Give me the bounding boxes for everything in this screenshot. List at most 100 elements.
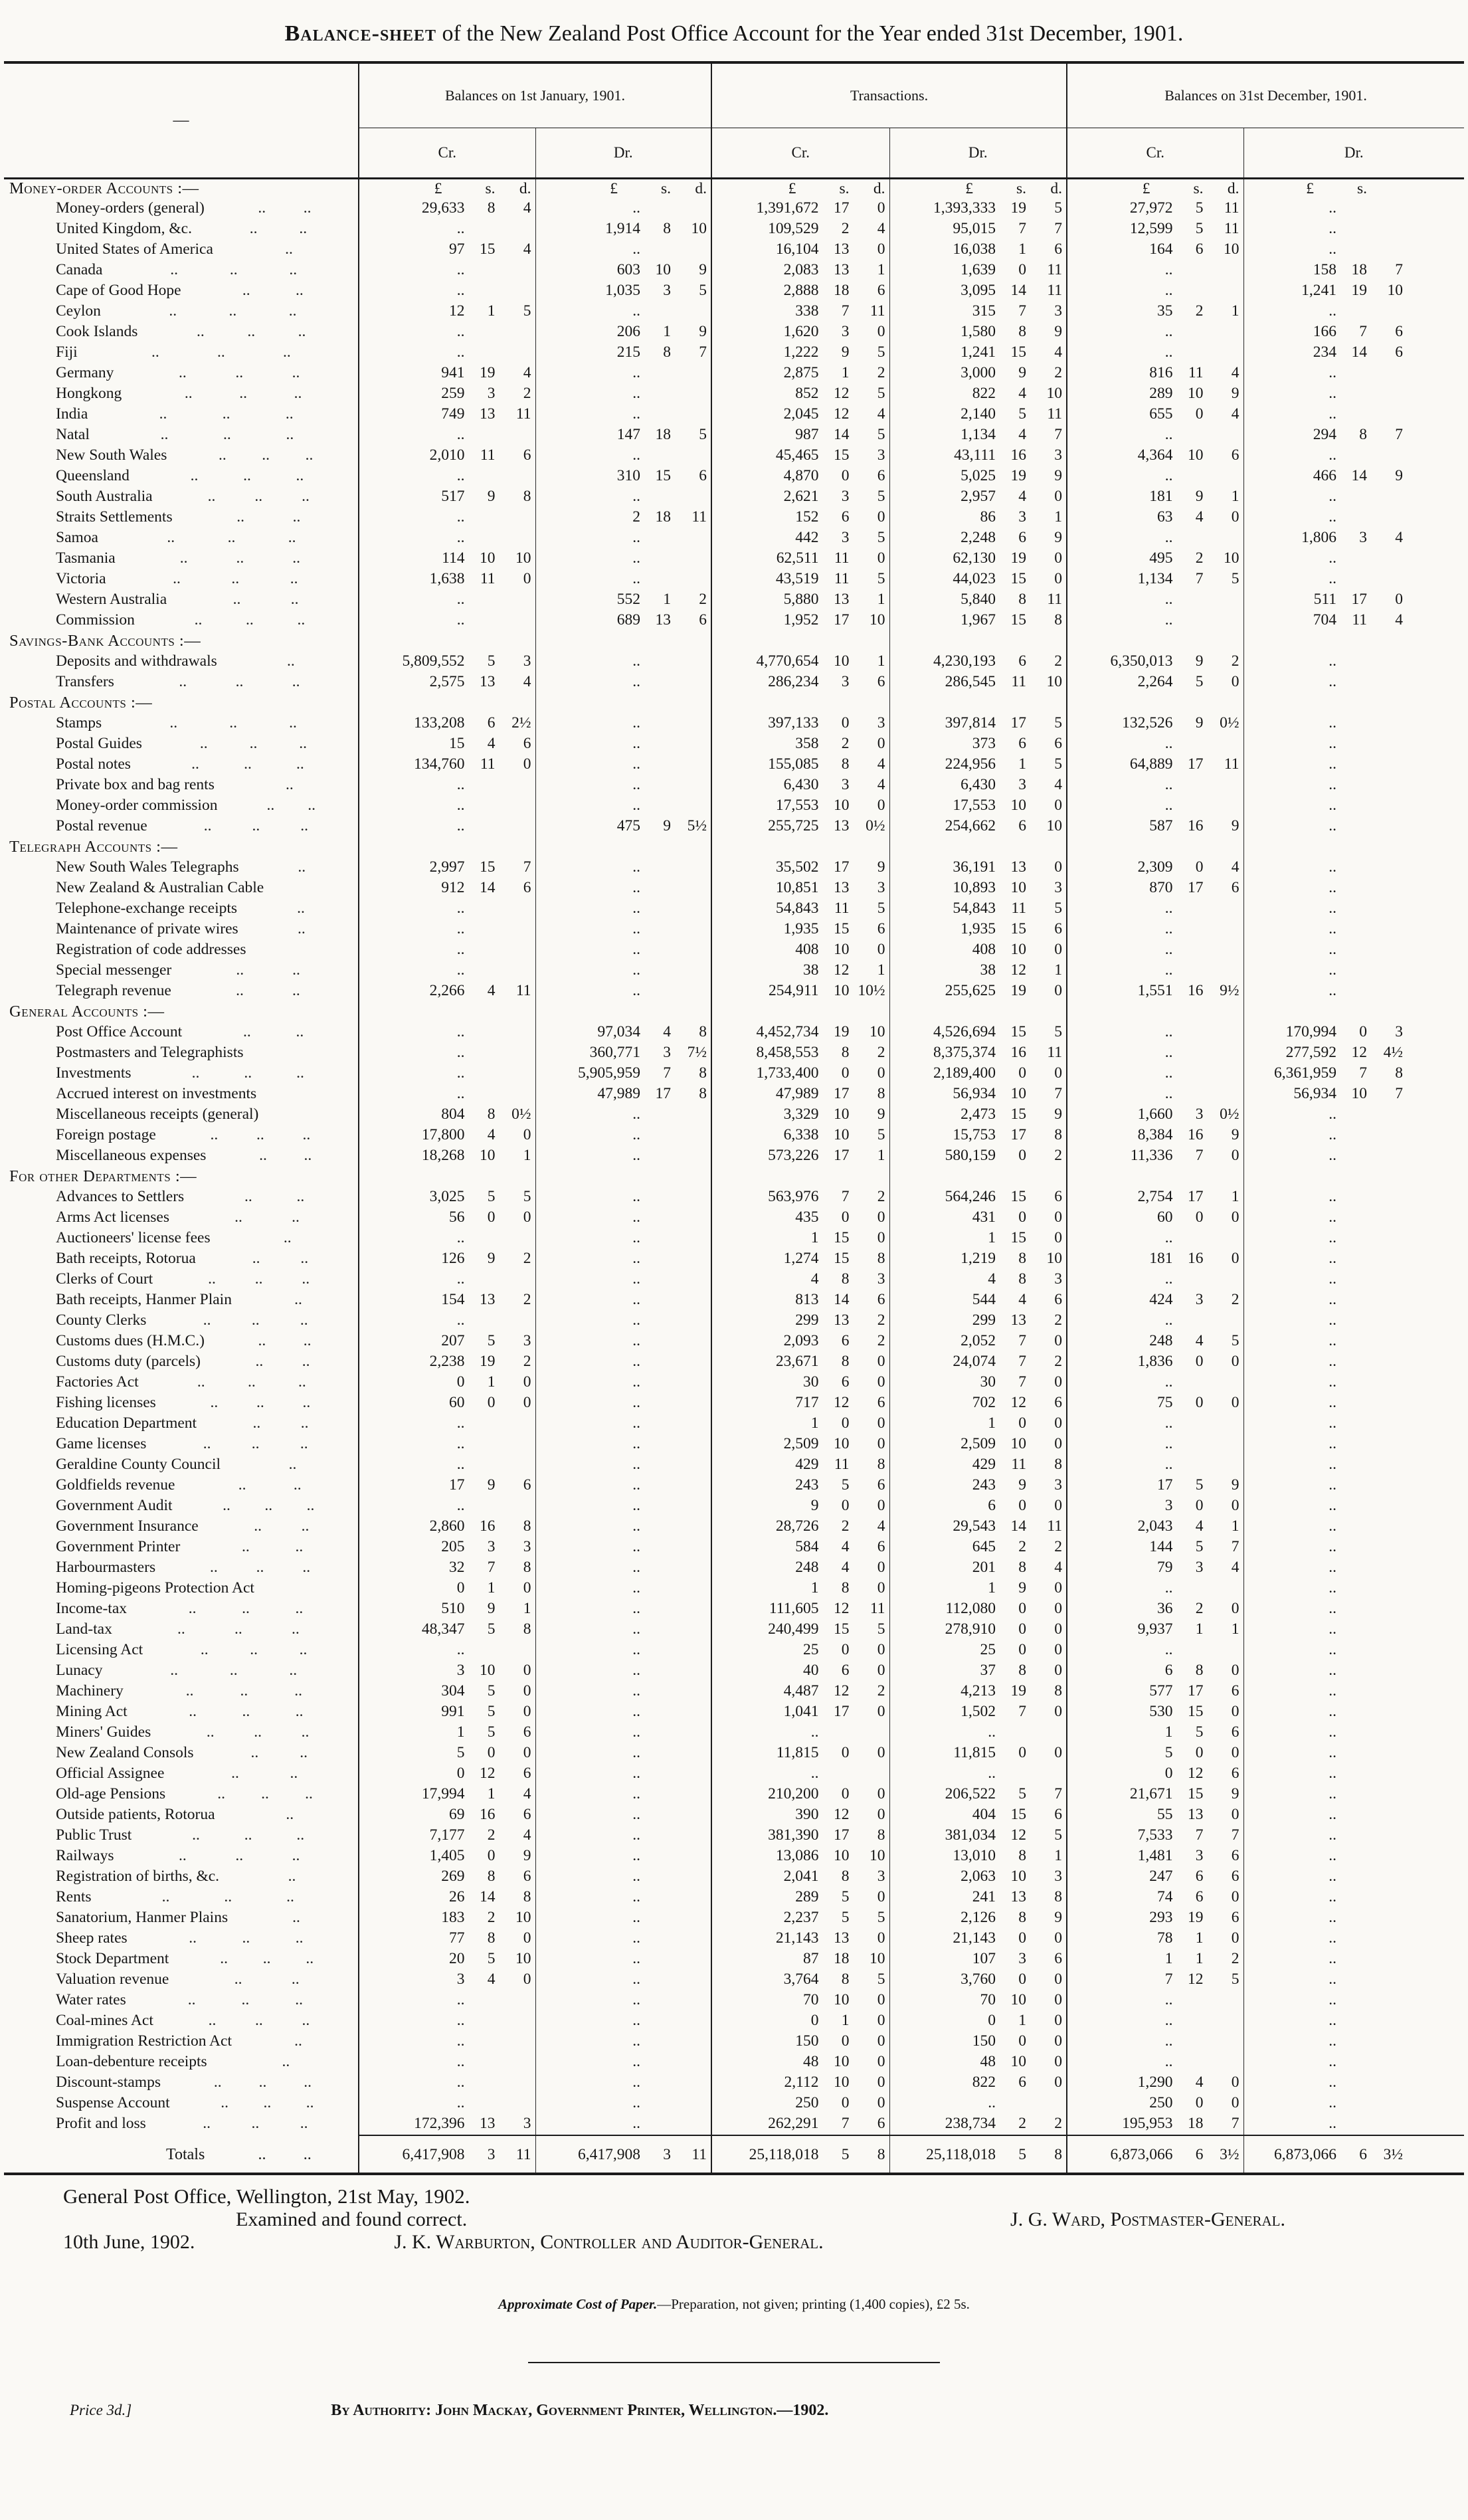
amount-cell: 6,430 3 4: [889, 775, 1067, 797]
amount-cell: 2,010 11 6: [358, 446, 535, 467]
table-row: India...... 749 13 11.. 2,045 12 4 2,140 5 11 655 0…: [4, 405, 1465, 426]
amount-cell: ..: [358, 1084, 535, 1106]
amount-cell: 1,806 3 4: [1243, 528, 1465, 549]
row-label: Game licenses......: [4, 1435, 359, 1456]
amount-cell: 21,671 15 9: [1066, 1785, 1244, 1806]
amount-cell: ..: [535, 2073, 712, 2094]
amount-cell: ..: [535, 1146, 712, 1167]
amount-cell: ..: [358, 1228, 535, 1250]
row-label: Money-orders (general)....: [4, 199, 359, 220]
table-row: Sheep rates...... 77 8 0.. 21,143 13 0 21,143 0 0…: [4, 1929, 1465, 1950]
amount-cell: 17,994 1 4: [358, 1785, 535, 1806]
auditor-general-signature: J. K. Warburton, Controller and Auditor-…: [394, 2230, 824, 2253]
dot-leaders: ..: [297, 899, 305, 917]
amount-cell: 17,553 10 0: [889, 796, 1067, 817]
dot-leaders: ....: [236, 981, 300, 999]
amount-cell: ..: [1243, 2073, 1465, 2094]
amount-cell: ..: [1066, 1270, 1244, 1291]
row-label: Private box and bag rents..: [4, 776, 359, 797]
row-label: Homing-pigeons Protection Act: [56, 1579, 254, 1597]
amount-cell: 293 19 6: [1066, 1908, 1244, 1929]
amount-cell: [358, 1002, 535, 1023]
amount-cell: ..: [535, 1352, 712, 1373]
amount-cell: 69 16 6: [358, 1805, 535, 1826]
amount-cell: ..: [1066, 322, 1244, 343]
amount-cell: 299 13 2: [889, 1311, 1067, 1332]
amount-cell: ..: [1243, 2093, 1465, 2115]
table-row: Miscellaneous receipts (general) 804 8 0½..…: [4, 1105, 1465, 1126]
row-label: Germany......: [4, 364, 359, 385]
amount-cell: ..: [358, 2093, 535, 2115]
amount-cell: [358, 631, 535, 652]
dot-leaders: ....: [252, 1414, 309, 1432]
amount-cell: 5,905,959 7 8: [535, 1064, 712, 1085]
row-label: South Australia......: [4, 488, 359, 508]
amount-cell: [711, 1002, 890, 1023]
dot-leaders: ..: [292, 1908, 300, 1926]
amount-cell: ..: [1066, 1434, 1244, 1456]
row-label: Land-tax......: [4, 1620, 359, 1641]
amount-cell: 243 5 6: [711, 1476, 890, 1497]
row-label: New South Wales......: [4, 446, 359, 467]
dot-leaders: ......: [194, 611, 306, 629]
row-label: Immigration Restriction Act..: [4, 2032, 359, 2053]
table-row: Bath receipts, Hanmer Plain.. 154 13 2.. 813…: [4, 1290, 1465, 1311]
amount-cell: ..: [535, 2114, 712, 2135]
amount-cell: 5,880 13 1: [711, 590, 890, 611]
amount-cell: [1066, 631, 1244, 652]
currency-units-cell: £ s. d.: [1066, 178, 1244, 199]
amount-cell: 3 10 0: [358, 1661, 535, 1682]
row-label: Stamps......: [4, 714, 359, 735]
table-row: Harbourmasters...... 32 7 8.. 248 4 0 201 8 4 79 3 4…: [4, 1558, 1465, 1579]
amount-cell: ..: [1243, 1640, 1465, 1662]
amount-cell: 1,134 4 7: [889, 425, 1067, 446]
amount-cell: 6,417,908 3 11: [535, 2134, 712, 2174]
row-label: Postal notes......: [4, 755, 359, 776]
row-label: New South Wales Telegraphs..: [4, 858, 359, 879]
amount-cell: ..: [358, 343, 535, 364]
dot-leaders: ......: [161, 1888, 294, 1905]
amount-cell: ..: [535, 1311, 712, 1332]
amount-cell: 424 3 2: [1066, 1290, 1244, 1311]
amount-cell: [889, 693, 1067, 714]
table-row: Money-orders (general).... 29,633 8 4.. 1,39…: [4, 199, 1465, 220]
amount-cell: ..: [1066, 1043, 1244, 1064]
row-label: Clerks of Court......: [4, 1270, 359, 1291]
amount-cell: ..: [535, 755, 712, 776]
dot-leaders: ..: [287, 652, 295, 670]
row-label: Customs duty (parcels)....: [4, 1353, 359, 1373]
amount-cell: 338 7 11: [711, 302, 890, 323]
table-row: Deposits and withdrawals.. 5,809,552 5 3.. 4…: [4, 652, 1465, 673]
row-label: Postmasters and Telegraphists: [56, 1043, 244, 1061]
amount-cell: ..: [535, 899, 712, 920]
amount-cell: ..: [1243, 569, 1465, 591]
section-heading: Telegraph Accounts :—: [9, 837, 178, 856]
amount-cell: 238,734 2 2: [889, 2114, 1067, 2135]
amount-cell: ..: [1066, 343, 1244, 364]
amount-cell: ..: [1243, 672, 1465, 694]
amount-cell: ..: [1066, 1022, 1244, 1044]
amount-cell: 54,843 11 5: [711, 899, 890, 920]
amount-cell: ..: [535, 1599, 712, 1620]
amount-cell: 25,118,018 5 8: [711, 2134, 890, 2174]
cost-of-paper-note: Approximate Cost of Paper.—Preparation, …: [23, 2296, 1445, 2313]
amount-cell: 2,509 10 0: [711, 1434, 890, 1456]
amount-cell: 47,989 17 8: [535, 1084, 712, 1106]
amount-cell: ..: [1066, 2052, 1244, 2074]
amount-cell: 56,934 10 7: [1243, 1084, 1465, 1106]
amount-cell: 11,815 0 0: [889, 1743, 1067, 1765]
amount-cell: 28,726 2 4: [711, 1517, 890, 1538]
amount-cell: ..: [1243, 1311, 1465, 1332]
amount-cell: ..: [1243, 1373, 1465, 1394]
amount-cell: 29,543 14 11: [889, 1517, 1067, 1538]
amount-cell: 12,599 5 11: [1066, 219, 1244, 241]
dot-leaders: ....: [252, 1249, 309, 1267]
amount-cell: 240,499 15 5: [711, 1620, 890, 1641]
table-row: Germany...... 941 19 4.. 2,875 1 2 3,000 9 2 816 11…: [4, 363, 1465, 385]
amount-cell: 262,291 7 6: [711, 2114, 890, 2135]
dot-leaders: ......: [217, 1785, 313, 1802]
amount-cell: 2 18 11: [535, 508, 712, 529]
